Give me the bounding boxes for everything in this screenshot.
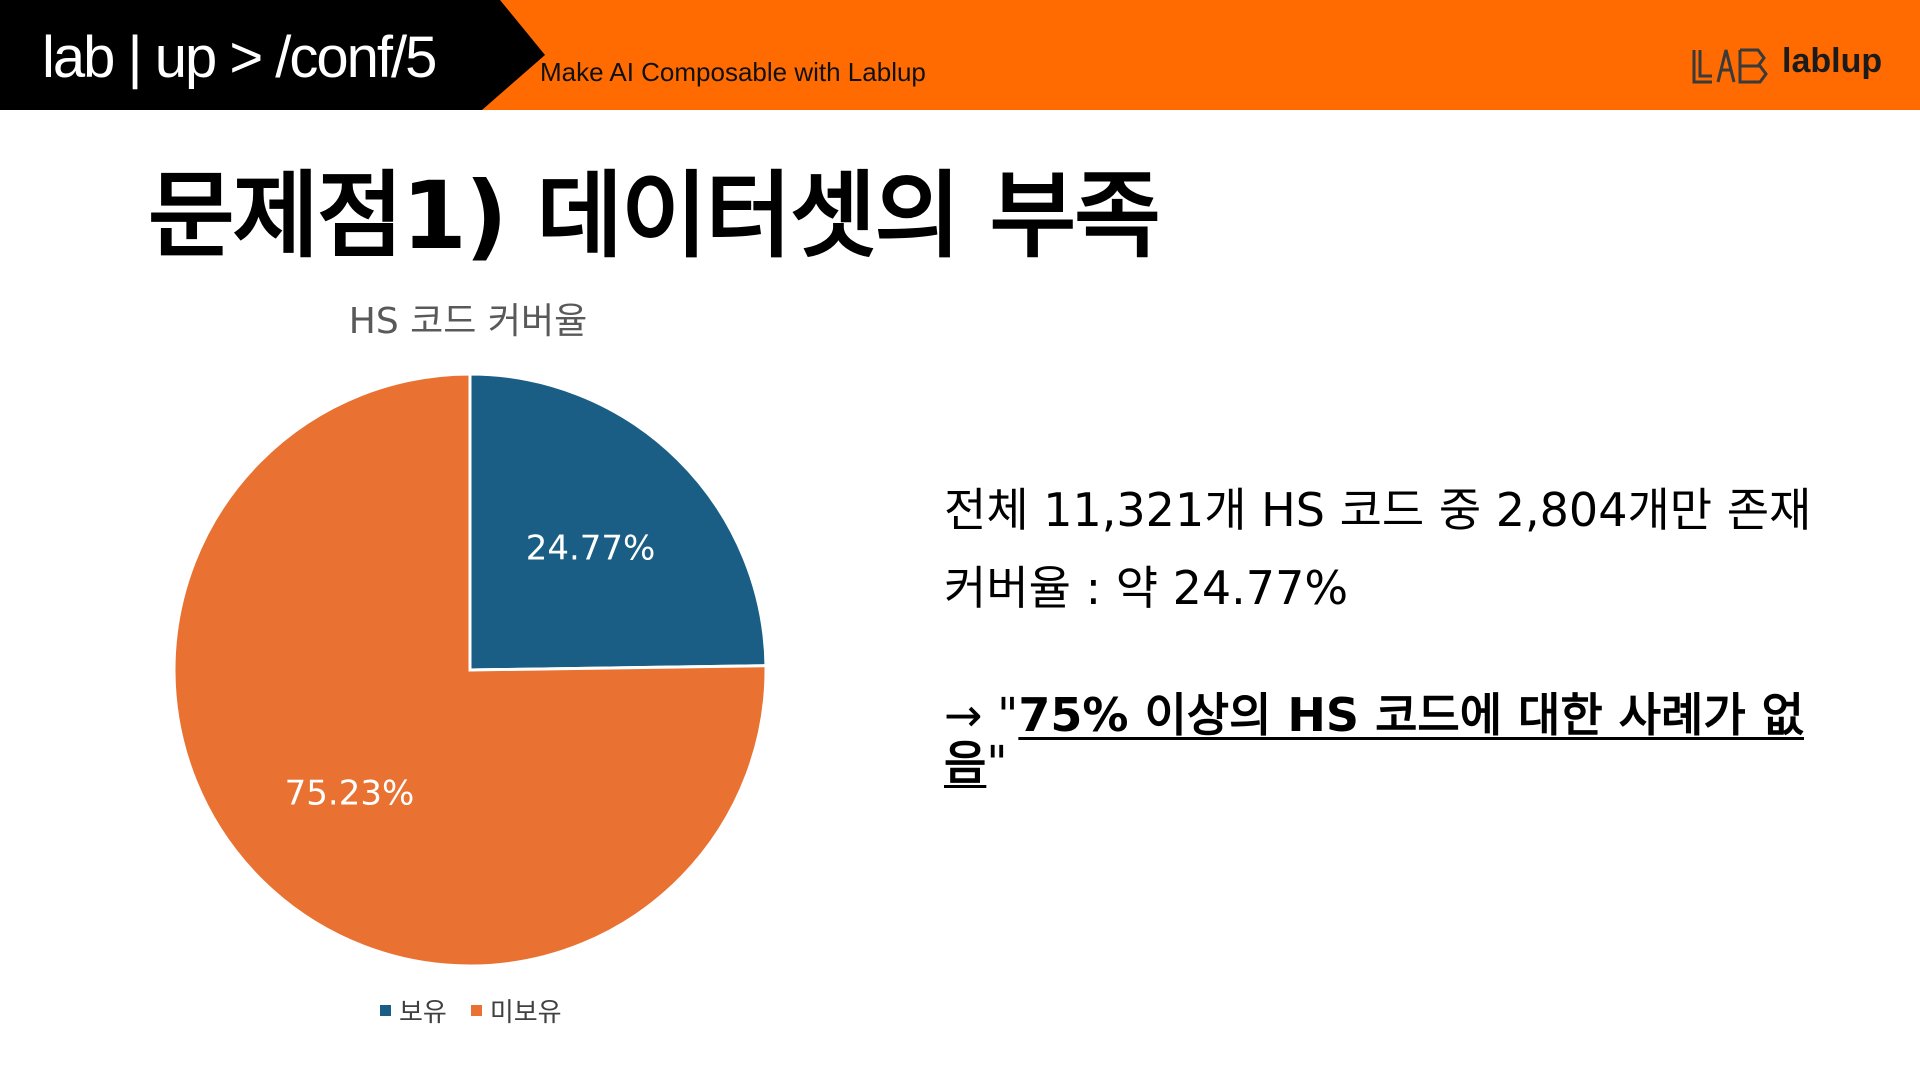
pie-data-label-0: 24.77% (526, 529, 656, 569)
pie-slice-0 (468, 372, 768, 672)
legend-item-0: 보유 (380, 992, 447, 1029)
chart-legend: 보유 미보유 (380, 992, 562, 1029)
legend-item-1: 미보유 (470, 992, 562, 1029)
open-quote: " (997, 687, 1019, 742)
legend-label-0: 보유 (399, 998, 447, 1028)
conclusion-text: → "75% 이상의 HS 코드에 대한 사례가 없음" (944, 687, 1824, 790)
arrow-icon: → (944, 687, 998, 742)
legend-swatch-1 (470, 1005, 482, 1016)
pie-data-label-1: 75.23% (285, 773, 415, 813)
brand-block: lab | up > /conf/5 (0, 0, 545, 110)
slide-title: 문제점1) 데이터셋의 부족 (148, 162, 1161, 271)
info-panel: 전체 11,321개 HS 코드 중 2,804개만 존재 커버율 : 약 24… (944, 486, 1824, 787)
pie-slice-1 (172, 372, 768, 968)
header-tagline: Make AI Composable with Lablup (540, 57, 926, 87)
header-bar: lab | up > /conf/5 Make AI Composable wi… (0, 0, 1920, 110)
chart-title: HS 코드 커버율 (348, 301, 588, 342)
lablup-logo: lablup (1690, 42, 1902, 88)
conference-brand: lab | up > /conf/5 (42, 25, 437, 90)
close-quote: " (986, 735, 1008, 790)
pie-chart: 24.77% 75.23% (172, 372, 768, 968)
lablup-logo-icon (1692, 48, 1768, 84)
conclusion-emphasis: 75% 이상의 HS 코드에 대한 사례가 없음 (944, 687, 1805, 790)
legend-label-1: 미보유 (489, 998, 562, 1028)
coverage-text: 커버율 : 약 24.77% (944, 561, 1349, 616)
legend-swatch-0 (380, 1005, 391, 1016)
total-codes-text: 전체 11,321개 HS 코드 중 2,804개만 존재 (944, 483, 1812, 537)
logo-text: lablup (1782, 42, 1883, 80)
